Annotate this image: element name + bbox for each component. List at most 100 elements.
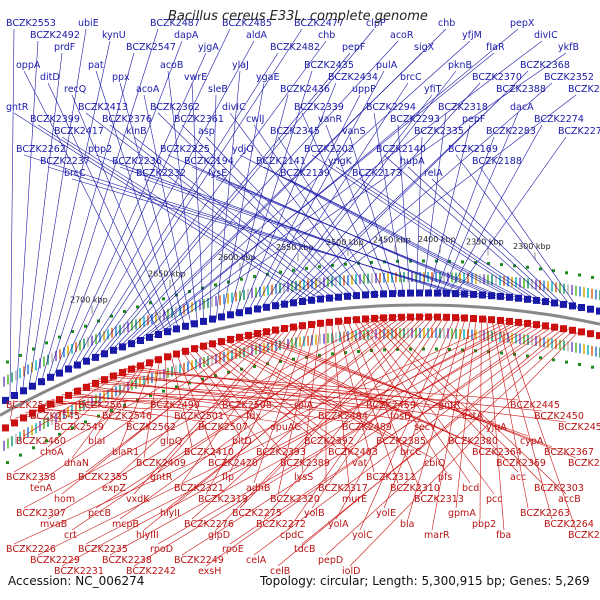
scale-label: 2600 kbp <box>218 253 256 262</box>
reverse-gene-label: yolB <box>304 508 325 519</box>
reverse-gene-label: BCZK2561 <box>78 400 128 411</box>
reverse-gene-label: pfs <box>438 472 452 483</box>
reverse-gene-leader <box>222 338 433 459</box>
forward-gene-label: BCZK2262 <box>16 144 66 155</box>
reverse-gene-leader <box>103 376 447 401</box>
forward-gene-leader <box>234 70 313 316</box>
forward-gene-leader <box>28 28 87 389</box>
reverse-gene-label: secY <box>414 422 436 433</box>
reverse-gene-leader <box>46 401 183 412</box>
reverse-gene-label: exsH <box>198 566 221 577</box>
reverse-gene-leader <box>47 315 389 520</box>
reverse-gene-label: BCZK2226 <box>6 544 56 555</box>
forward-gene-label: BCZK2173 <box>352 168 402 179</box>
reverse-gene-label: BCZK2385 <box>376 436 426 447</box>
forward-gene-label: BCZK2553 <box>6 18 56 29</box>
reverse-gene-label: BCZK2355 <box>78 472 128 483</box>
forward-gene-label: BCZK2477 <box>294 18 344 29</box>
forward-gene-leader <box>397 124 411 296</box>
reverse-gene-label: BCZK2545 <box>30 411 80 422</box>
reverse-gene-label: BCZK2263 <box>520 508 570 519</box>
forward-gene-leader <box>13 112 311 303</box>
forward-gene-label: BCZK2370 <box>472 72 522 83</box>
reverse-gene-label: estA <box>462 411 484 422</box>
forward-gene-label: BCZK2271 <box>558 126 600 137</box>
forward-gene-leader <box>287 178 529 303</box>
forward-gene-leader <box>78 52 279 366</box>
forward-gene-leader <box>440 112 519 296</box>
reverse-gene-leader <box>181 324 296 484</box>
forward-gene-leader <box>167 70 198 325</box>
reverse-gene-leader <box>196 344 313 437</box>
forward-gene-leader <box>47 82 167 334</box>
reverse-gene-label: glpQ <box>160 436 182 447</box>
forward-gene-leader <box>95 70 180 330</box>
reverse-gene-leader <box>133 322 534 567</box>
reverse-gene-label: BCZK2319 <box>198 494 248 505</box>
forward-gene-label: recQ <box>64 84 86 95</box>
forward-gene-leader <box>109 40 399 353</box>
forward-gene-leader <box>428 124 471 296</box>
reverse-gene-leader <box>71 315 394 531</box>
reverse-gene-leader <box>15 410 39 419</box>
reverse-gene-leader <box>367 316 519 473</box>
reverse-gene-label: pepD <box>318 555 343 566</box>
forward-gene-leader <box>59 52 207 374</box>
reverse-gene-label: celB <box>270 566 290 577</box>
reverse-gene-label: tdcB <box>294 544 316 555</box>
forward-gene-leader <box>133 136 342 299</box>
forward-gene-label: yfiT <box>424 84 442 95</box>
reverse-gene-leader <box>61 320 518 567</box>
reverse-gene-label: BCZK2358 <box>6 472 56 483</box>
reverse-gene-label: fdx <box>246 411 261 422</box>
reverse-gene-label: adhB <box>246 483 270 494</box>
forward-gene-label: BCZK2345 <box>270 126 320 137</box>
forward-gene-leader <box>15 40 39 396</box>
forward-gene-label: BCZK2141 <box>256 156 306 167</box>
forward-gene-leader <box>415 136 423 296</box>
reverse-gene-leader <box>143 355 161 459</box>
reverse-gene-leader <box>330 319 351 495</box>
forward-gene-label: pknB <box>448 60 472 71</box>
scale-label: 2450 kbp <box>373 235 411 244</box>
forward-gene-leader <box>209 94 217 321</box>
reverse-gene-label: mcpB <box>112 519 139 530</box>
forward-gene-label: pbp2 <box>88 144 112 155</box>
reverse-gene-label: accB <box>558 494 581 505</box>
reverse-gene-label: BCZK2393 <box>256 447 306 458</box>
reverse-gene-leader <box>341 318 399 484</box>
forward-gene-label: uppP <box>352 84 376 95</box>
reverse-gene-leader <box>71 360 145 459</box>
forward-gene-leader <box>229 112 367 297</box>
forward-gene-leader <box>23 154 461 297</box>
forward-gene-label: BCZK2436 <box>280 84 330 95</box>
forward-gene-label: ditD <box>40 72 60 83</box>
forward-gene-label: BCZK2413 <box>78 102 128 113</box>
reverse-gene-leader <box>455 316 477 509</box>
scale-label: 2550 kbp <box>276 243 314 252</box>
reverse-gene-leader <box>501 318 577 531</box>
forward-gene-label: BCZK2202 <box>304 144 354 155</box>
reverse-gene-label: BCZK2276 <box>184 519 234 530</box>
reverse-gene-leader <box>25 399 87 413</box>
reverse-gene-label: fosB <box>390 411 411 422</box>
reverse-gene-label: BCZK2310 <box>390 483 440 494</box>
forward-gene-label: hupA <box>400 156 425 167</box>
reverse-gene-label: BCZK2501 <box>174 411 224 422</box>
reverse-gene-label: yolC <box>352 530 373 541</box>
reverse-gene-leader <box>95 315 399 509</box>
reverse-gene-leader <box>175 350 217 459</box>
reverse-gene-label: hlyII <box>160 508 180 519</box>
reverse-gene-label: crt <box>64 530 77 541</box>
reverse-gene-leader <box>232 335 481 448</box>
reverse-gene-label: yolA <box>328 519 349 530</box>
genome-title: Bacillus cereus E33L, complete genome <box>168 9 428 24</box>
forward-gene-label: chb <box>438 18 455 29</box>
reverse-gene-label: BCZK2380 <box>448 436 498 447</box>
reverse-gene-leader <box>30 409 111 412</box>
forward-gene-label: BCZK2318 <box>438 102 488 113</box>
forward-gene-label: BCZK2376 <box>102 114 152 125</box>
forward-gene-leader <box>47 166 467 297</box>
reverse-gene-leader <box>157 323 539 545</box>
reverse-gene-label: cbiQ <box>424 458 445 469</box>
